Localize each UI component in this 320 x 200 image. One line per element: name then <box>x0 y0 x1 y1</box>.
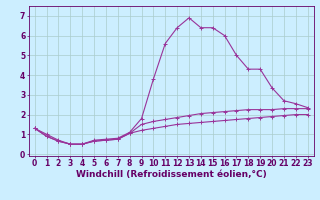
X-axis label: Windchill (Refroidissement éolien,°C): Windchill (Refroidissement éolien,°C) <box>76 170 267 179</box>
